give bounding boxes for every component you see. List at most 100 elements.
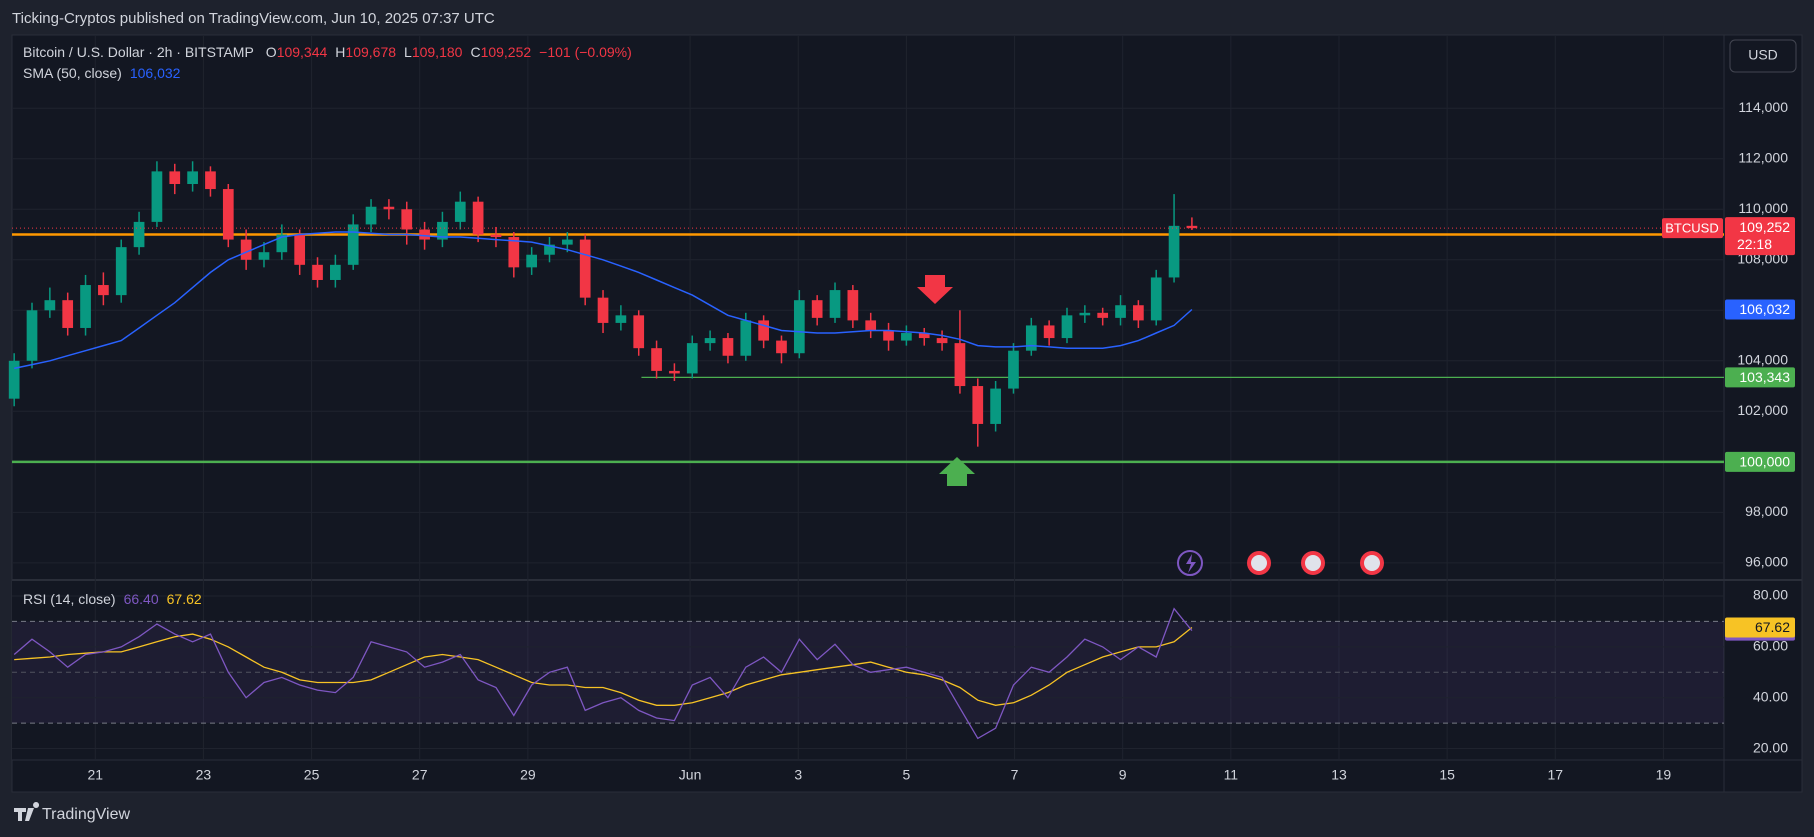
price-tag-label: 103,343 [1739,369,1790,385]
candle-body [811,300,823,318]
candle-body [758,320,769,341]
candle-body [936,338,948,344]
x-tick-label: 23 [196,767,212,783]
candle-body [972,386,984,424]
candle-body [1025,325,1037,351]
x-tick-label: 5 [902,767,910,783]
candle-body [80,285,91,328]
sell-arrow [917,275,953,304]
candle-body [62,300,74,328]
candle-body [918,333,930,339]
event-icon-bolt [1186,554,1196,573]
candle-body [829,290,841,318]
axis-tags: 109,000103,343100,000106,032BTCUSD109,25… [1662,217,1795,641]
candle-body [490,234,502,238]
candle-body [347,224,359,265]
ohlc-value: 109,344 [277,44,328,60]
candle-body [847,290,859,321]
candle-body [1061,315,1073,339]
candle-body [526,254,538,268]
x-tick-label: 15 [1439,767,1455,783]
event-icons [1177,550,1384,576]
candle-body [865,320,877,331]
candle-body [990,388,1001,424]
y-tick-label: 40.00 [1753,688,1788,704]
buy-arrow [939,457,975,486]
grid: 21 23 25 27 29 Jun 3 5 7 9 11 13 15 17 19 96,000 98,000 1… [12,35,1788,783]
candle-body [793,300,805,354]
candle-body [597,297,609,323]
price-tag-label: 100,000 [1739,454,1790,470]
symbol-title: Bitcoin / U.S. Dollar · 2h · BITSTAMP [23,44,254,60]
candle-body [669,370,680,374]
ohlc-key: C [470,44,480,60]
symbol-tag-label: BTCUSD [1665,221,1718,236]
candle-body [169,171,181,185]
symbol-tag [1662,218,1723,239]
candle-body [276,234,288,253]
y-tick-label: 104,000 [1737,352,1788,368]
candle-body [312,264,323,280]
candle-body [365,206,377,225]
candle-body [1097,312,1109,318]
candle-body [240,239,252,260]
candle-body [258,252,270,260]
y-tick-label: 112,000 [1738,149,1788,165]
candle-body [740,320,752,356]
sma-legend: SMA (50, close) 106,032 [23,65,181,81]
candle-body [472,201,484,235]
candle-body [651,348,662,371]
candle-body [330,264,341,280]
rsi-legend: RSI (14, close) 66.40 67.62 [23,591,202,607]
candle-body [151,171,163,222]
candle-body [1079,312,1091,316]
rsi-value: 66.40 [124,591,159,607]
currency-button[interactable] [1729,39,1797,73]
y-tick-label: 98,000 [1745,503,1788,519]
candle-body [633,315,645,349]
publish-note: Ticking-Cryptos published on TradingView… [12,10,495,27]
y-tick-label: 60.00 [1753,638,1788,654]
ohlc-key: O [266,44,277,60]
rsi-line [13,607,1193,740]
last-price-tag [1725,217,1795,256]
last-price-label: 109,252 [1739,219,1790,235]
x-tick-label: 27 [412,767,428,783]
x-tick-label: Jun [679,767,702,783]
price-tag [1725,367,1795,388]
rsi-line [14,626,1193,706]
countdown-label: 22:18 [1737,236,1772,252]
sma-name: SMA (50, close) [23,65,122,81]
candle-body [1043,325,1055,339]
x-tick-label: 3 [794,767,802,783]
candle-body [1115,305,1126,318]
candle-body [294,234,306,265]
ohlc-value: 109,252 [481,44,532,60]
x-tick-label: 9 [1119,767,1127,783]
x-tick-label: 13 [1331,767,1347,783]
candle-body [437,221,448,240]
candle-body [115,247,127,296]
ohlc-value: 109,678 [345,44,396,60]
candle-body [1186,225,1198,229]
y-tick-label: 96,000 [1745,554,1788,570]
candle-body [1150,277,1162,321]
symbol-legend: Bitcoin / U.S. Dollar · 2h · BITSTAMP O10… [23,44,632,60]
y-tick-label: 110,000 [1738,200,1788,216]
sma-line [14,231,1193,370]
ohlc-key: H [335,44,345,60]
marks [8,161,1724,740]
candle-body [508,237,520,268]
candle-body [205,171,216,190]
brand-logo [14,802,40,821]
candle-body [98,285,109,296]
price-tag [1725,299,1795,320]
candle-body [722,338,734,356]
candle-body [615,315,627,323]
candle-body [1133,305,1144,321]
candle-body [883,330,894,341]
flag-icon [1364,555,1380,571]
candle-body [704,338,716,344]
